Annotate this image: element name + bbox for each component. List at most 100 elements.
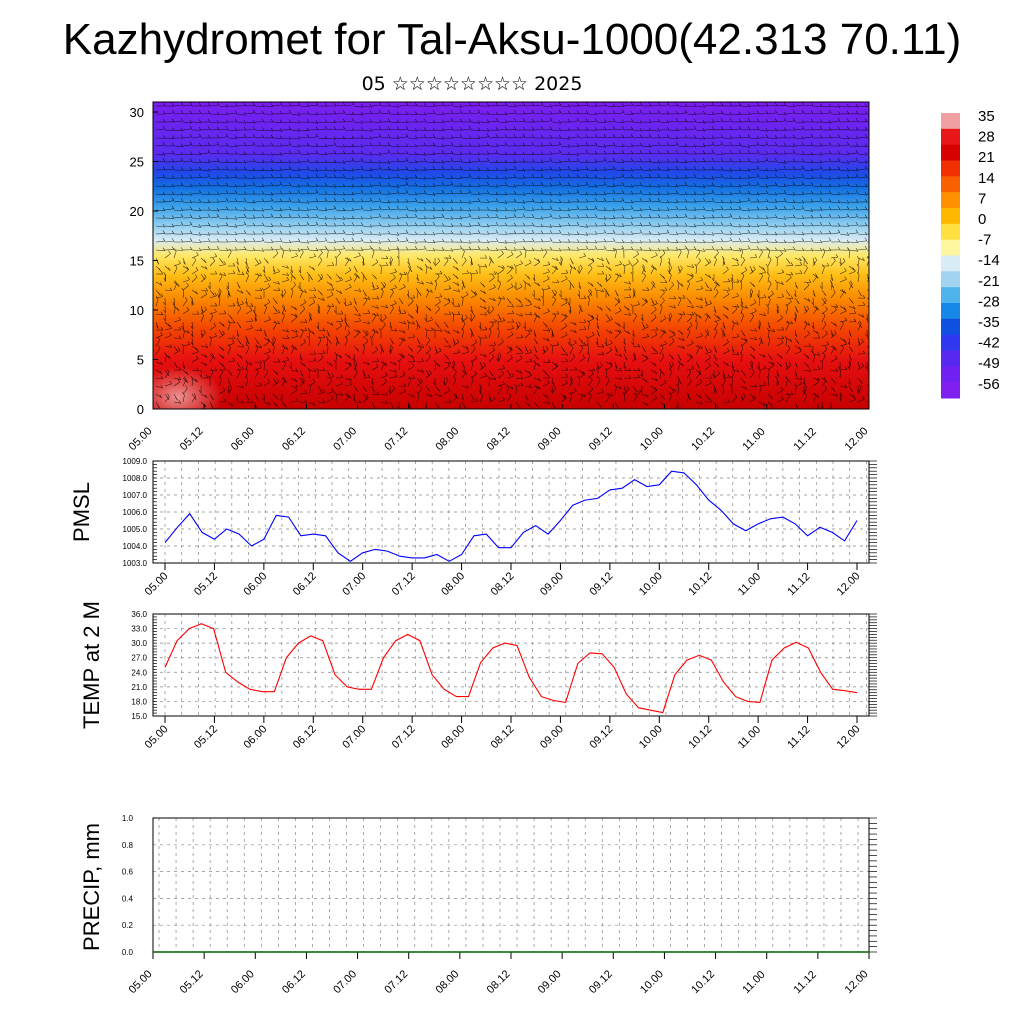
wind-barb	[803, 153, 813, 156]
wind-barb-tick	[675, 175, 679, 179]
wind-barb	[830, 136, 840, 139]
wind-barb-tick	[405, 214, 409, 218]
wind-barb-tick	[639, 197, 643, 202]
wind-barb-tick	[297, 149, 301, 154]
wind-barb-tick	[783, 102, 787, 106]
wind-barb	[578, 184, 588, 187]
wind-barb	[299, 224, 309, 227]
wind-barb	[704, 192, 714, 195]
wind-barb	[353, 208, 363, 211]
wind-barb	[164, 185, 174, 188]
wind-barb-tick	[243, 191, 247, 195]
wind-barb-tick	[711, 102, 715, 106]
wind-barb	[803, 184, 813, 187]
wind-barb-tick	[387, 223, 391, 227]
wind-barb-tick	[837, 175, 841, 180]
wind-barb-tick	[315, 189, 319, 193]
wind-barb-tick	[810, 126, 814, 131]
wind-barb	[749, 144, 759, 147]
wind-barb-tick	[270, 142, 274, 146]
wind-barb	[173, 216, 183, 219]
wind-barb	[227, 129, 237, 131]
wind-barb-tick	[396, 150, 400, 154]
wind-barb-tick	[648, 221, 652, 226]
wind-barb-tick	[756, 149, 760, 154]
wind-barb-tick	[279, 222, 283, 227]
wind-barb-tick	[441, 111, 445, 116]
wind-barb-tick	[468, 151, 472, 155]
wind-barb	[200, 176, 210, 179]
wind-barb	[632, 121, 642, 124]
wind-barb	[371, 185, 381, 187]
wind-barb	[569, 192, 579, 195]
wind-barb-tick	[657, 173, 661, 178]
wind-barb-tick	[855, 118, 859, 122]
wind-barb-tick	[774, 150, 778, 154]
wind-barb-tick	[846, 182, 850, 186]
wind-barb	[488, 209, 498, 212]
wind-barb-tick	[342, 125, 346, 130]
wind-barb	[290, 192, 300, 195]
wind-barb-tick	[828, 158, 832, 162]
wind-barb	[353, 185, 363, 188]
wind-barb-tick	[450, 175, 454, 179]
wind-barb	[704, 200, 714, 203]
wind-barb	[695, 185, 705, 188]
wind-barb	[218, 200, 228, 203]
wind-barb-tick	[612, 103, 616, 107]
wind-barb-tick	[315, 143, 319, 147]
wind-barb-tick	[720, 221, 724, 226]
wind-barb-tick	[270, 127, 274, 132]
wind-barb-tick	[306, 190, 310, 194]
wind-barb-tick	[261, 159, 265, 163]
wind-barb	[542, 208, 552, 211]
wind-barb-tick	[216, 175, 220, 179]
wind-barb	[659, 137, 670, 139]
wind-barb-tick	[711, 119, 715, 123]
wind-barb-tick	[693, 207, 697, 211]
wind-barb	[371, 136, 381, 139]
wind-barb	[245, 112, 255, 115]
wind-barb-tick	[783, 117, 787, 121]
wind-barb	[470, 129, 480, 131]
wind-barb	[866, 193, 869, 195]
wind-barb-tick	[639, 150, 643, 154]
wind-barb-tick	[666, 149, 670, 154]
wind-barb	[614, 200, 624, 203]
wind-barb	[443, 112, 453, 115]
wind-barb-tick	[378, 142, 382, 146]
wind-barb-tick	[657, 141, 661, 146]
wind-barb-tick	[837, 183, 841, 187]
wind-barb	[749, 176, 759, 179]
wind-barb	[200, 184, 210, 187]
wind-barb-tick	[693, 198, 697, 203]
wind-barb	[497, 161, 507, 164]
wind-barb-tick	[468, 102, 472, 107]
wind-barb-tick	[261, 207, 265, 212]
wind-barb-tick	[306, 142, 310, 146]
wind-barb-tick	[756, 110, 760, 114]
wind-barb-tick	[423, 102, 427, 107]
wind-barb-tick	[261, 222, 265, 226]
wind-barb	[623, 208, 633, 211]
wind-barb	[452, 160, 462, 163]
wind-barb-tick	[333, 141, 337, 146]
wind-barb-tick	[162, 110, 166, 115]
wind-barb	[605, 177, 615, 180]
wind-barb-tick	[531, 222, 535, 226]
wind-barb	[560, 160, 570, 163]
wind-barb-tick	[522, 206, 526, 210]
wind-barb-tick	[468, 118, 472, 123]
wind-barb-tick	[792, 199, 796, 203]
wind-barb-tick	[693, 118, 697, 122]
wind-barb	[506, 185, 516, 188]
wind-barb-tick	[432, 103, 436, 107]
wind-barb-tick	[693, 111, 697, 115]
wind-barb	[785, 208, 795, 211]
wind-barb-tick	[810, 175, 814, 179]
wind-barb-tick	[468, 213, 472, 217]
wind-barb	[533, 184, 543, 187]
wind-barb	[569, 112, 579, 115]
wind-barb	[362, 129, 372, 132]
wind-barb	[398, 136, 408, 139]
